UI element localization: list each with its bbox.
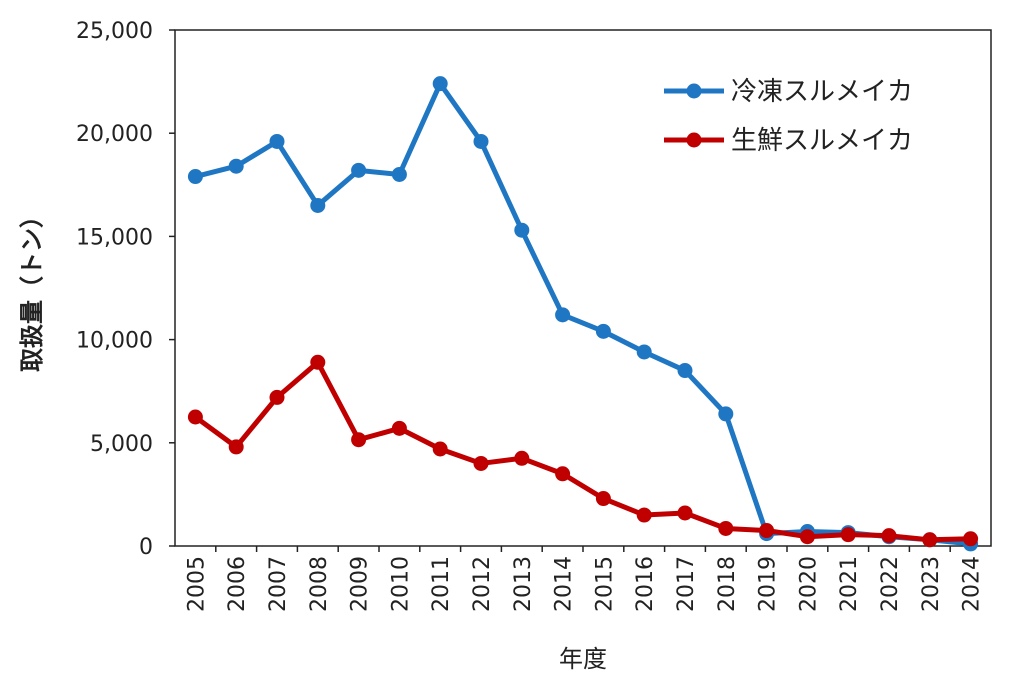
data-point bbox=[718, 406, 734, 422]
data-point bbox=[310, 354, 326, 370]
data-point bbox=[310, 197, 326, 213]
data-point bbox=[473, 133, 489, 149]
data-point bbox=[391, 420, 407, 436]
legend-item: 生鮮スルメイカ bbox=[664, 126, 913, 156]
x-tick-label: 2017 bbox=[674, 556, 699, 612]
y-tick-label: 25,000 bbox=[76, 19, 153, 44]
legend-label: 生鮮スルメイカ bbox=[731, 126, 913, 156]
x-tick-label: 2023 bbox=[919, 556, 944, 612]
x-tick-label: 2021 bbox=[837, 556, 862, 612]
data-point bbox=[881, 528, 897, 544]
data-point bbox=[473, 455, 489, 471]
data-point bbox=[555, 466, 571, 482]
x-tick-label: 2019 bbox=[756, 556, 781, 612]
y-axis-title: 取扱量（トン） bbox=[18, 204, 46, 372]
data-point bbox=[595, 323, 611, 339]
data-point bbox=[514, 222, 530, 238]
x-tick-label: 2008 bbox=[307, 556, 332, 612]
series-2 bbox=[187, 354, 979, 548]
x-axis: 2005 2006 2007 2008 2009 2010 2011 2012 2013 2014… bbox=[184, 546, 985, 612]
x-tick-label: 2007 bbox=[266, 556, 291, 612]
data-point bbox=[228, 158, 244, 174]
data-point bbox=[677, 363, 693, 379]
x-tick-label: 2014 bbox=[552, 556, 577, 612]
data-point bbox=[432, 441, 448, 457]
data-point bbox=[759, 523, 775, 539]
plot-area bbox=[174, 29, 992, 547]
legend-label: 冷凍スルメイカ bbox=[731, 77, 913, 107]
x-tick-label: 2006 bbox=[225, 556, 250, 612]
x-tick-label: 2020 bbox=[796, 556, 821, 612]
data-point bbox=[432, 76, 448, 92]
x-axis-title: 年度 bbox=[559, 645, 607, 673]
data-point bbox=[718, 520, 734, 536]
data-point bbox=[963, 531, 979, 547]
y-tick-label: 0 bbox=[139, 535, 153, 560]
x-tick-label: 2022 bbox=[878, 556, 903, 612]
data-point bbox=[351, 432, 367, 448]
data-point bbox=[636, 344, 652, 360]
legend-marker bbox=[686, 132, 702, 148]
data-point bbox=[228, 439, 244, 455]
data-point bbox=[555, 307, 571, 323]
data-point bbox=[922, 532, 938, 548]
data-point bbox=[636, 507, 652, 523]
x-tick-label: 2012 bbox=[470, 556, 495, 612]
x-tick-label: 2018 bbox=[715, 556, 740, 612]
legend-item: 冷凍スルメイカ bbox=[664, 77, 913, 107]
y-axis: 0 5,000 10,000 15,000 20,000 25,000 bbox=[76, 19, 175, 560]
y-tick-label: 10,000 bbox=[76, 329, 153, 354]
data-point bbox=[799, 529, 815, 545]
y-tick-label: 15,000 bbox=[76, 225, 153, 250]
data-point bbox=[269, 133, 285, 149]
x-tick-label: 2016 bbox=[633, 556, 658, 612]
x-tick-label: 2005 bbox=[184, 556, 209, 612]
x-tick-label: 2015 bbox=[592, 556, 617, 612]
y-tick-label: 20,000 bbox=[76, 122, 153, 147]
x-tick-label: 2013 bbox=[511, 556, 536, 612]
y-tick-label: 5,000 bbox=[90, 432, 153, 457]
data-point bbox=[269, 389, 285, 405]
data-point bbox=[840, 527, 856, 543]
x-tick-label: 2009 bbox=[348, 556, 373, 612]
data-point bbox=[677, 505, 693, 521]
data-point bbox=[595, 491, 611, 507]
data-point bbox=[351, 162, 367, 178]
series-layer bbox=[187, 76, 979, 552]
legend-marker bbox=[686, 83, 702, 99]
x-tick-label: 2024 bbox=[960, 556, 985, 612]
data-point bbox=[187, 409, 203, 425]
data-point bbox=[187, 169, 203, 185]
x-tick-label: 2011 bbox=[429, 556, 454, 612]
data-point bbox=[514, 450, 530, 466]
x-tick-label: 2010 bbox=[388, 556, 413, 612]
data-point bbox=[391, 166, 407, 182]
